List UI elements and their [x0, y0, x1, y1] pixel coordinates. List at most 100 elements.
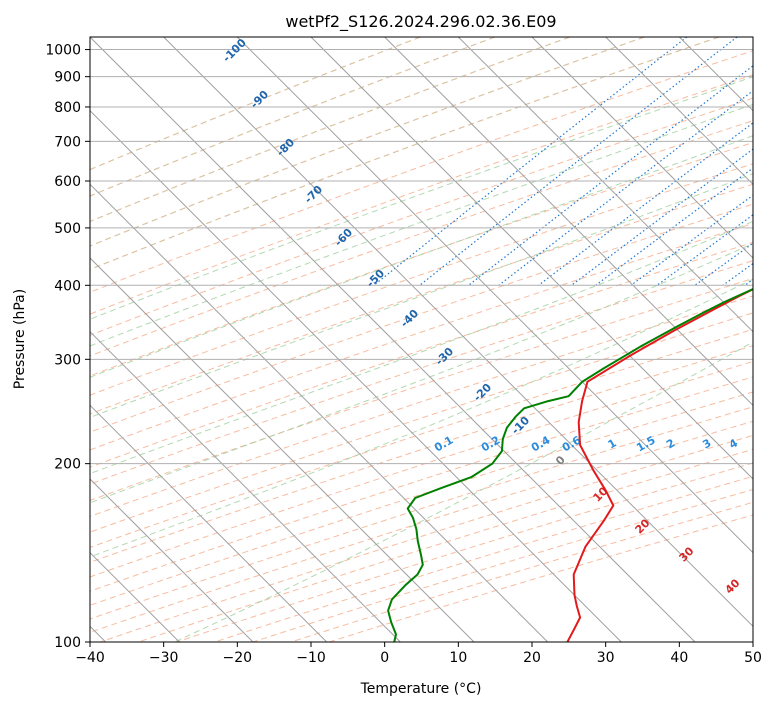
- isotherm-label-7: -30: [433, 345, 456, 368]
- y-tick-label-7: 300: [54, 352, 81, 368]
- y-axis: 1000 900 800 700 600 500 400 300 200 100: [45, 43, 90, 651]
- y-axis-title: Pressure (hPa): [12, 289, 28, 389]
- dry-adiabat-15: [90, 345, 753, 563]
- mixing-ratio-line-8: [656, 214, 753, 286]
- dry-adiabat-20: [90, 420, 753, 633]
- isotherm-line-15: [384, 37, 753, 407]
- x-tick-label-2: −20: [223, 650, 253, 666]
- isotherm-line-8: [90, 257, 475, 642]
- mixing-ratio-line-6: [595, 167, 753, 286]
- dry-adiabat-lines: [90, 37, 753, 642]
- dry-adiabat-26: [290, 501, 753, 642]
- isotherm-label-13: 30: [677, 544, 697, 564]
- x-axis: −40 −30 −20 −10 0 10 20 30 40 50: [75, 642, 762, 666]
- x-tick-label-8: 40: [670, 650, 688, 666]
- y-tick-label-0: 1000: [45, 43, 81, 59]
- y-tick-label-4: 600: [54, 174, 81, 190]
- mixing-ratio-label-8: 4: [727, 436, 740, 451]
- mixing-ratio-line-5: [571, 148, 753, 286]
- x-tick-label-6: 20: [523, 650, 541, 666]
- y-tick-label-1: 900: [54, 70, 81, 86]
- isotherm-label-5: -50: [364, 267, 387, 290]
- mixing-ratio-line-3: [498, 89, 753, 286]
- mixing-ratio-label-5: 1.5: [634, 433, 657, 454]
- x-tick-label-7: 30: [597, 650, 615, 666]
- temperature-profile: [566, 288, 753, 642]
- pressure-grid: [90, 49, 753, 642]
- isotherm-line-20: [752, 37, 753, 38]
- x-tick-label-1: −30: [149, 650, 179, 666]
- isotherm-line-17: [531, 37, 753, 259]
- dry-adiabat-14: [90, 328, 753, 548]
- mixing-ratio-lines: [373, 37, 753, 286]
- isotherm-label-2: -80: [274, 136, 297, 159]
- x-tick-label-9: 50: [744, 650, 762, 666]
- y-tick-label-5: 500: [54, 221, 81, 237]
- isotherm-label-10: 0: [553, 453, 568, 468]
- isotherm-line-5: [90, 478, 254, 642]
- dry-adiabat-22: [138, 448, 753, 642]
- dry-adiabat-3: [90, 120, 753, 357]
- dry-adiabat-21: [100, 434, 753, 642]
- plot-frame: [89, 36, 754, 643]
- mixing-ratio-line-1: [419, 37, 738, 286]
- y-tick-label-3: 700: [54, 134, 81, 150]
- x-tick-label-3: −10: [296, 650, 326, 666]
- dry-adiabat-25: [252, 488, 753, 642]
- y-tick-label-2: 800: [54, 100, 81, 116]
- isotherm-line-6: [90, 404, 328, 642]
- isotherm-line-18: [605, 37, 753, 186]
- isotherm-label-6: -40: [398, 307, 421, 330]
- isotherm-lines: [90, 37, 753, 642]
- dewpoint-profile: [387, 287, 753, 642]
- isotherm-label-14: 40: [723, 576, 743, 596]
- plot-area: -100-90-80-70-60-50-40-30-20-10010203040…: [90, 36, 775, 642]
- y-tick-label-9: 100: [54, 635, 81, 651]
- x-tick-label-4: 0: [380, 650, 389, 666]
- mixing-ratio-label-2: 0.4: [529, 433, 553, 454]
- x-tick-label-0: −40: [75, 650, 105, 666]
- dry-adiabat-23: [176, 462, 753, 642]
- mixing-ratio-label-9: 6: [766, 436, 775, 451]
- cold-dry-adiabat-2: [90, 37, 570, 223]
- isotherm-label-4: -60: [332, 226, 355, 249]
- sounding-series: [387, 287, 753, 642]
- isotherm-line-11: [90, 37, 696, 642]
- y-tick-label-8: 200: [54, 457, 81, 473]
- isotherm-label-9: -10: [509, 414, 532, 437]
- chart-title: wetPf2_S126.2024.296.02.36.E09: [285, 12, 556, 32]
- mixing-ratio-label-0: 0.1: [432, 433, 455, 454]
- mixing-ratio-line-0: [373, 37, 688, 286]
- cold-dry-adiabat-1: [90, 37, 496, 197]
- moist-adiabat-6: [90, 278, 753, 558]
- mixing-ratio-line-4: [538, 122, 753, 286]
- moist-adiabat-lines: [90, 76, 753, 642]
- mixing-ratio-label-1: 0.2: [479, 433, 502, 454]
- mixing-ratio-line-11: [744, 278, 753, 286]
- isotherm-line-13: [236, 37, 753, 554]
- dry-adiabat-2: [90, 97, 753, 336]
- isotherm-line-7: [90, 330, 401, 642]
- dry-adiabat-4: [90, 141, 753, 377]
- mixing-ratio-line-2: [468, 65, 753, 286]
- y-tick-label-6: 400: [54, 278, 81, 294]
- dry-adiabat-24: [214, 475, 753, 642]
- moist-adiabat-4: [90, 220, 753, 475]
- dry-adiabat-27: [328, 514, 753, 642]
- cold-dry-adiabat-4: [90, 37, 720, 271]
- isotherm-label-0: -100: [220, 36, 249, 65]
- dry-adiabat-0: [90, 50, 753, 293]
- cold-dry-adiabat-0: [90, 37, 421, 171]
- isotherm-label-12: 20: [633, 516, 653, 536]
- x-tick-label-5: 10: [449, 650, 467, 666]
- mixing-ratio-line-10: [722, 262, 753, 286]
- isotherm-line-9: [90, 183, 549, 642]
- x-axis-title: Temperature (°C): [360, 681, 482, 697]
- mixing-ratio-label-7: 3: [700, 436, 713, 451]
- moist-adiabat-3: [90, 173, 753, 418]
- cold-dry-adiabat-3: [90, 37, 645, 247]
- isotherm-label-1: -90: [248, 88, 271, 111]
- isotherm-line-14: [310, 37, 753, 480]
- isotherm-line-10: [90, 109, 622, 642]
